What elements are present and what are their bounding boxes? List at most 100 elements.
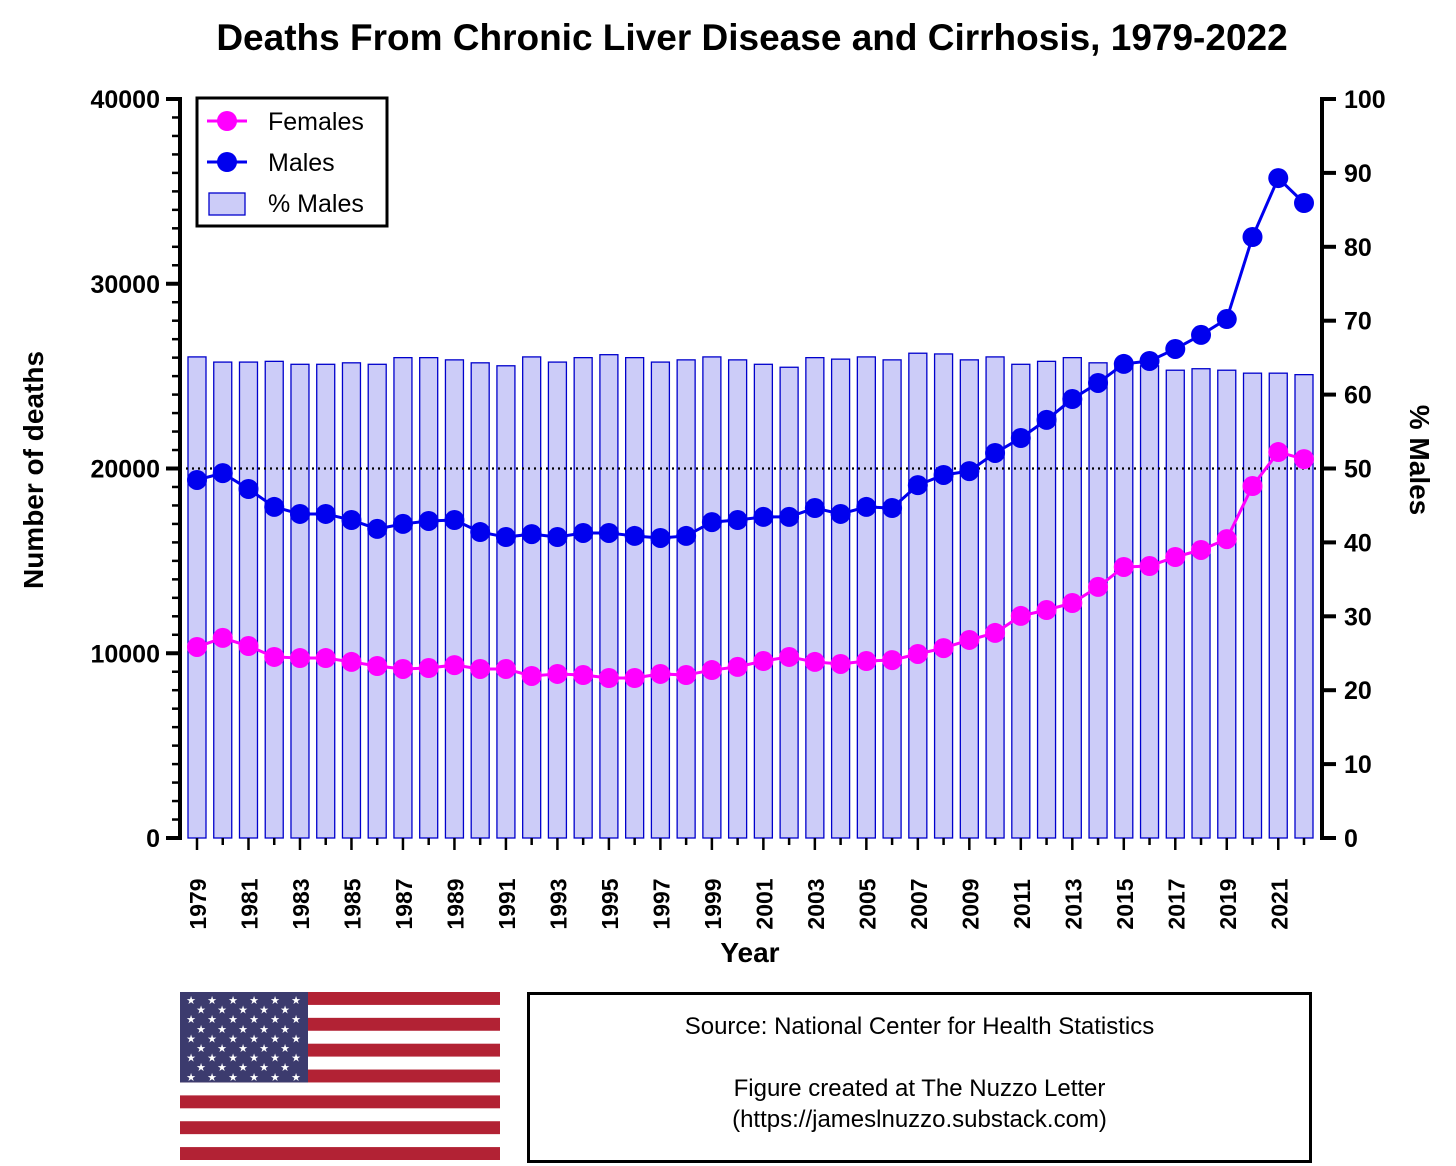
credit-url: (https://jameslnuzzo.substack.com) [732,1106,1107,1133]
svg-text:★: ★ [280,1024,290,1036]
legend: Females Males % Males [195,96,389,228]
point-males [238,479,259,500]
svg-text:★: ★ [280,1005,290,1017]
point-females [753,651,774,672]
point-males [521,524,542,545]
point-males [418,510,439,531]
chart-title: Deaths From Chronic Liver Disease and Ci… [216,17,1287,58]
point-females [1294,449,1314,470]
x-tick-label: 1997 [648,878,674,929]
svg-text:★: ★ [207,1072,217,1084]
bar-percent-males [522,356,542,839]
bar-percent-males [444,359,465,839]
x-tick-label: 1981 [236,878,262,929]
bar-percent-males [187,356,207,839]
svg-text:★: ★ [291,995,301,1007]
point-males [624,525,645,546]
point-males [1010,428,1031,449]
bar-percent-males [419,356,439,839]
svg-text:★: ★ [270,1053,280,1065]
point-males [985,442,1006,463]
bar-percent-males [599,354,619,839]
point-males [1165,338,1186,359]
point-females [701,660,722,681]
x-tick-label: 2019 [1215,878,1241,929]
x-tick-label: 1989 [442,878,468,929]
bar-percent-males [753,363,774,839]
svg-text:★: ★ [186,1033,196,1045]
point-males [573,522,594,543]
point-males [1062,389,1083,410]
credit-text: Figure created at The Nuzzo Letter [733,1075,1106,1102]
point-females [1191,539,1212,560]
point-females [1088,576,1109,597]
point-females [727,656,748,677]
x-tick-label: 1995 [597,878,623,929]
point-males [187,469,207,490]
y2-tick-label: 50 [1344,456,1372,484]
svg-text:★: ★ [291,1053,301,1065]
chart: Deaths From Chronic Liver Disease and Ci… [18,17,1435,968]
point-males [1268,168,1289,189]
point-males [1294,193,1314,214]
point-males [264,496,285,517]
svg-text:★: ★ [238,1024,248,1036]
svg-text:★: ★ [228,1014,238,1026]
point-females [315,648,336,669]
bar-percent-males [650,361,671,839]
y2-tick-label: 100 [1344,86,1386,114]
bar-percent-males [470,362,490,839]
point-males [1139,350,1160,371]
point-females [547,663,568,684]
point-females [882,650,903,671]
bar-percent-males [805,356,825,839]
point-males [804,498,825,519]
point-males [598,522,619,543]
svg-text:★: ★ [228,1072,238,1084]
svg-text:★: ★ [207,1053,217,1065]
point-males [1088,372,1109,393]
x-tick-label: 2013 [1060,878,1086,929]
svg-text:★: ★ [249,1053,259,1065]
us-flag-icon: ★ ★ ★ ★ ★ ★★ ★ ★ ★ ★★ ★ ★ ★ ★ ★★ ★ ★ ★ ★★ ★ ★ ★ ★ ★★ ★ ★ ★ ★★ ★ ★ ★ ★ ★★… [180,992,500,1160]
bar-percent-males [882,359,902,839]
svg-text:★: ★ [186,995,196,1007]
point-females [289,648,310,669]
point-females [418,658,439,679]
y2-tick-label: 10 [1344,751,1372,779]
x-tick-label: 1999 [700,878,726,929]
legend-label-females: Females [268,108,364,136]
point-males [959,461,980,482]
point-males [779,506,800,527]
bar-percent-males [1088,362,1108,839]
x-tick-label: 2007 [906,878,932,929]
point-females [470,658,491,679]
y2-tick-label: 20 [1344,677,1372,705]
point-males [1191,324,1212,345]
point-males [315,503,336,524]
svg-text:★: ★ [196,1043,206,1055]
point-males [444,510,465,531]
bar-percent-males [367,363,387,839]
svg-text:★: ★ [291,1033,301,1045]
point-females [212,627,233,648]
svg-text:★: ★ [228,1053,238,1065]
point-males [856,496,877,517]
bar-percent-males [238,361,259,839]
bar-percent-males [1191,368,1211,839]
point-females [341,651,362,672]
point-females [238,636,259,657]
x-tick-label: 1983 [288,878,314,929]
svg-text:★: ★ [291,1072,301,1084]
x-tick-label: 1985 [339,878,365,929]
point-females [830,653,851,674]
x-tick-label: 1979 [185,878,211,929]
y-tick-label: 40000 [90,86,160,114]
point-females [856,651,877,672]
bar-percent-males [1036,360,1057,839]
bar-percent-males [727,359,748,839]
line-females [196,450,1305,680]
point-males [1036,409,1057,430]
svg-text:★: ★ [270,1072,280,1084]
point-females [392,658,413,679]
